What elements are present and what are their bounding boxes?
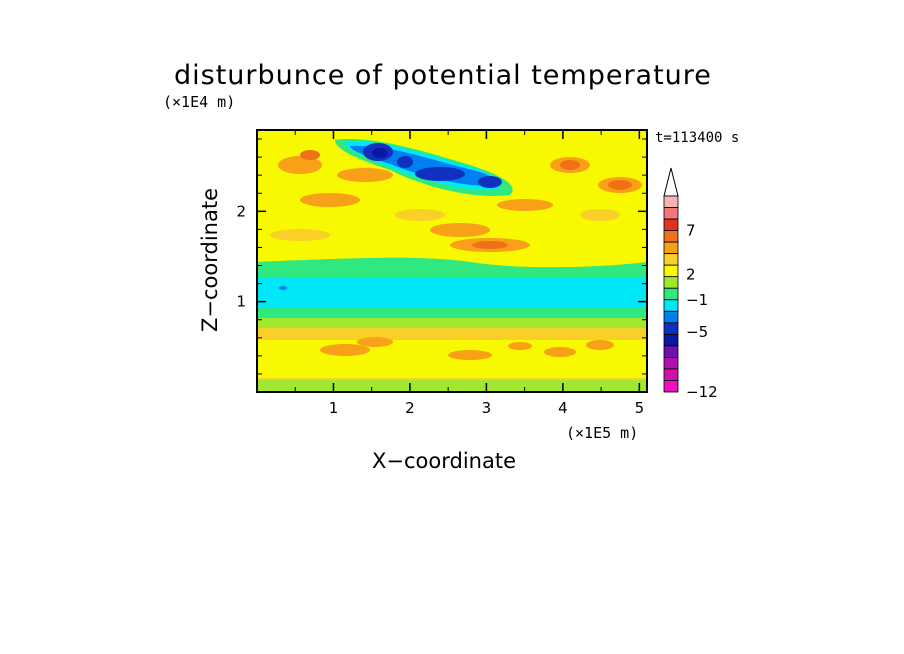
colorbar-label: −5 <box>686 323 708 341</box>
y-axis-ticks: 12 <box>236 138 647 375</box>
colorbar-segment <box>663 345 679 358</box>
colorbar-segment <box>663 241 679 255</box>
contour-cell <box>472 241 508 249</box>
x-axis-ticks: 1 2 3 4 5 <box>294 130 645 417</box>
colorbar-segment <box>663 368 679 381</box>
y-tick-label: 2 <box>236 202 246 220</box>
colorbar-label: −12 <box>686 383 718 401</box>
contour-bottom-edge <box>257 380 647 392</box>
contour-upper-yellow <box>257 130 647 268</box>
contour-cell <box>270 229 330 241</box>
x-tick-label: 4 <box>558 399 568 417</box>
contour-cell <box>544 347 576 357</box>
colorbar-segment <box>663 380 679 393</box>
contour-cell <box>337 168 393 182</box>
colorbar-segment <box>663 230 679 243</box>
colorbar-segment <box>663 322 679 335</box>
colorbar: 7 2 −1 −5 −12 <box>663 167 718 401</box>
contour-cell <box>415 167 465 181</box>
colorbar-segment <box>663 276 679 289</box>
contour-cyan-edge <box>257 308 647 318</box>
contour-cell <box>279 286 287 290</box>
colorbar-segment <box>663 195 679 208</box>
contour-cell <box>300 193 360 207</box>
chart-title: disturbunce of potential temperature <box>174 60 712 91</box>
y-tick-label: 1 <box>236 293 246 311</box>
y-axis-scale-label: (×1E4 m) <box>163 93 236 111</box>
colorbar-segment <box>663 207 679 220</box>
contour-cell <box>320 344 370 356</box>
colorbar-segment <box>663 218 679 231</box>
plot-frame <box>256 129 648 393</box>
contour-cell <box>448 350 492 360</box>
contour-cell <box>508 342 532 350</box>
colorbar-label: −1 <box>686 291 708 309</box>
x-tick-label: 3 <box>482 399 492 417</box>
contour-cell <box>478 176 502 188</box>
contour-cell <box>586 340 614 350</box>
contour-cell <box>372 148 388 158</box>
contour-cell <box>357 337 393 347</box>
contour-cell <box>397 156 413 168</box>
colorbar-segment <box>663 299 679 312</box>
time-annotation: t=113400 s <box>655 130 740 146</box>
contour-cell <box>497 199 553 211</box>
colorbar-segment <box>663 253 679 266</box>
x-axis-scale-label: (×1E5 m) <box>566 424 639 442</box>
x-tick-label: 1 <box>329 399 339 417</box>
contour-cell <box>278 156 322 174</box>
contour-upper-transition <box>257 257 647 278</box>
contour-cell <box>300 150 320 160</box>
contour-plot-area <box>257 130 647 392</box>
colorbar-segment <box>663 357 679 370</box>
x-tick-label: 5 <box>635 399 645 417</box>
contour-cell <box>395 209 445 221</box>
contour-cell <box>430 223 490 237</box>
x-axis-label: X−coordinate <box>372 449 516 473</box>
colorbar-segment <box>663 310 679 324</box>
x-tick-label: 2 <box>405 399 415 417</box>
colorbar-segment <box>663 287 679 301</box>
contour-cell <box>608 180 632 190</box>
colorbar-label: 7 <box>686 222 696 240</box>
colorbar-segment <box>663 264 679 278</box>
colorbar-segment <box>663 333 679 347</box>
contour-lower-yellow <box>257 340 647 378</box>
contour-cell <box>580 209 620 221</box>
colorbar-arrow <box>663 167 679 197</box>
contour-cell <box>560 160 580 170</box>
colorbar-label: 2 <box>686 265 696 283</box>
